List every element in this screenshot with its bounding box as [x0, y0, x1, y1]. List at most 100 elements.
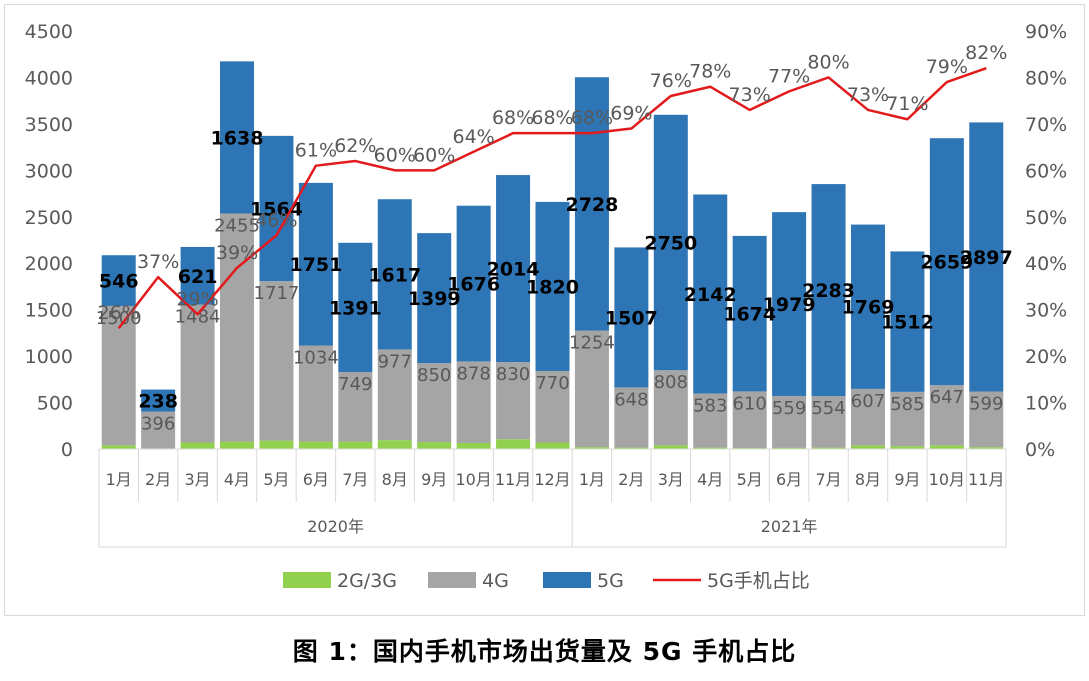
data-label-5g: 1638	[211, 127, 264, 149]
y-right-tick-label: 80%	[1025, 67, 1067, 89]
y-left-tick-label: 500	[37, 393, 73, 415]
x-tick-label: 4月	[224, 470, 250, 489]
bar-5g	[811, 184, 846, 397]
x-tick-label: 8月	[855, 470, 881, 489]
bar-4g	[298, 345, 333, 442]
bar-5g	[259, 135, 294, 282]
data-label-share: 60%	[413, 144, 455, 166]
x-tick-label: 11月	[968, 470, 1004, 489]
data-label-4g: 830	[496, 364, 530, 385]
data-label-share: 62%	[334, 135, 376, 157]
x-tick-label: 7月	[342, 470, 368, 489]
data-label-5g: 1512	[881, 312, 934, 334]
bar-4g	[180, 304, 215, 443]
bar-4g	[850, 388, 885, 446]
bar-5g	[141, 389, 176, 412]
data-label-4g: 585	[890, 394, 924, 415]
bar-5g	[456, 205, 491, 362]
data-label-share: 46%	[255, 209, 297, 231]
legend-label: 5G	[597, 570, 624, 592]
bar-4g	[377, 349, 412, 441]
data-label-4g: 977	[378, 351, 412, 372]
bar-4g	[969, 391, 1004, 448]
data-label-5g: 1564	[250, 199, 303, 221]
data-label-4g: 607	[851, 391, 885, 412]
data-label-share: 71%	[886, 93, 928, 115]
data-label-4g: 559	[772, 398, 806, 419]
x-tick-label: 7月	[815, 470, 841, 489]
bar-4g	[811, 396, 846, 448]
data-label-share: 68%	[531, 107, 573, 129]
data-label-share: 73%	[729, 84, 771, 106]
bar-5g	[653, 114, 688, 371]
bar-4g	[574, 330, 609, 448]
bar-5g	[338, 242, 373, 372]
data-label-share: 68%	[492, 107, 534, 129]
data-label-5g: 1751	[289, 254, 342, 276]
y-right-tick-label: 20%	[1025, 346, 1067, 368]
data-label-4g: 878	[456, 363, 490, 384]
x-tick-label: 1月	[106, 470, 132, 489]
bar-4g	[220, 213, 255, 442]
data-label-4g: 850	[417, 365, 451, 386]
bar-5g	[772, 212, 807, 396]
data-label-share: 61%	[295, 140, 337, 162]
data-label-share: 39%	[216, 242, 258, 264]
data-label-4g: 1254	[569, 333, 615, 354]
x-tick-label: 1月	[579, 470, 605, 489]
data-label-share: 60%	[374, 144, 416, 166]
data-label-5g: 2283	[802, 280, 855, 302]
data-label-5g: 238	[138, 391, 178, 413]
data-label-4g: 808	[654, 372, 688, 393]
data-label-5g: 1399	[408, 288, 461, 310]
y-right-tick-label: 0%	[1025, 439, 1055, 461]
bar-4g	[772, 395, 807, 448]
bar-5g	[417, 233, 452, 364]
bar-5g	[929, 138, 964, 386]
bar-4g	[101, 305, 136, 446]
shipment-chart: 0 500 1000 1500 2000 2500 3000 3500 4000 4500 0% 10…	[25, 21, 1068, 592]
bar-2g3g	[929, 445, 964, 449]
x-tick-label: 3月	[184, 470, 210, 489]
bar-5g	[377, 199, 412, 350]
data-label-share: 77%	[768, 65, 810, 87]
data-label-5g: 621	[178, 266, 218, 288]
bar-5g	[101, 255, 136, 306]
bar-4g	[259, 281, 294, 441]
bar-5g	[496, 175, 531, 363]
bar-4g	[535, 370, 570, 443]
data-label-share: 68%	[571, 107, 613, 129]
bar-5g	[220, 61, 255, 214]
y-left-tick-label: 3000	[25, 160, 73, 182]
bar-5g	[693, 194, 728, 394]
bar-2g3g	[811, 447, 846, 449]
bar-4g	[653, 370, 688, 446]
chart-frame: 0 500 1000 1500 2000 2500 3000 3500 4000 4500 0% 10…	[4, 4, 1085, 616]
data-label-4g: 1717	[254, 283, 300, 304]
data-label-share: 37%	[137, 251, 179, 273]
bar-2g3g	[180, 442, 215, 449]
legend-label: 5G手机占比	[707, 570, 810, 592]
data-label-share: 80%	[807, 51, 849, 73]
bar-2g3g	[298, 441, 333, 449]
bar-4g	[890, 391, 925, 447]
bar-4g	[417, 363, 452, 443]
data-label-5g: 1676	[447, 274, 500, 296]
x-tick-label: 9月	[421, 470, 447, 489]
data-label-5g: 1617	[368, 264, 421, 286]
bar-5g	[732, 235, 767, 392]
legend-swatch	[283, 572, 331, 588]
data-label-share: 26%	[98, 302, 140, 324]
x-tick-label: 9月	[894, 470, 920, 489]
bar-5g	[890, 251, 925, 392]
data-label-5g: 2142	[684, 284, 737, 306]
data-label-5g: 2014	[487, 259, 540, 281]
bar-2g3g	[653, 445, 688, 449]
bar-2g3g	[220, 441, 255, 449]
data-label-5g: 1507	[605, 307, 658, 329]
figure-caption: 图 1：国内手机市场出货量及 5G 手机占比	[292, 637, 797, 666]
data-label-5g: 1674	[723, 304, 776, 326]
bar-5g	[969, 122, 1004, 392]
y-right-tick-label: 30%	[1025, 300, 1067, 322]
data-label-share: 69%	[610, 103, 652, 125]
